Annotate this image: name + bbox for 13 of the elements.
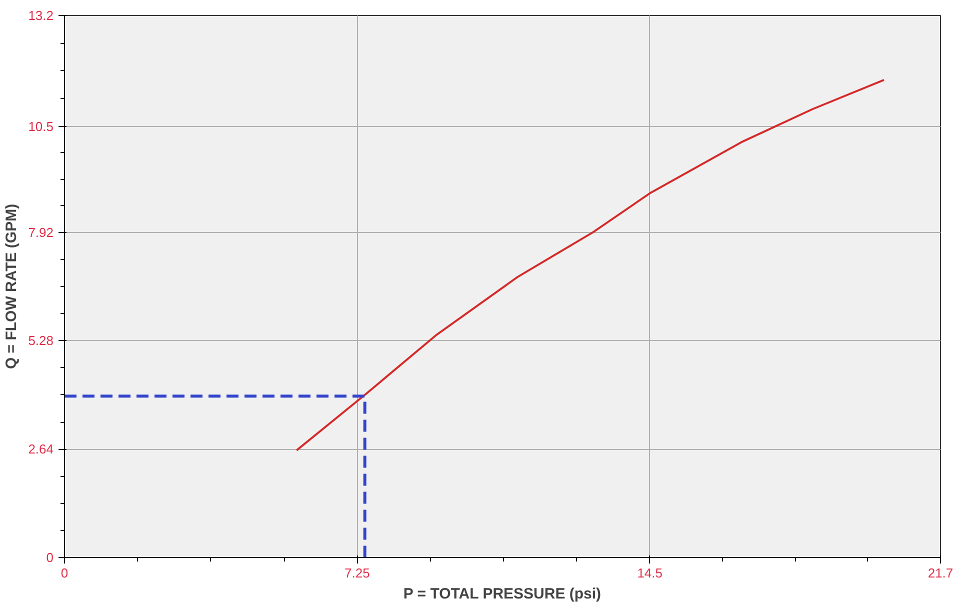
x-axis-title: P = TOTAL PRESSURE (psi) [403,586,602,602]
y-axis-title: Q = FLOW RATE (GPM) [3,204,20,370]
x-tick-label: 14.5 [637,566,663,580]
line-series [296,78,885,452]
x-tick-label: 7.25 [344,566,370,580]
y-tick-label: 2.64 [28,442,54,457]
y-tick-label: 7.92 [28,224,54,240]
y-tick-label: 5.28 [28,333,54,348]
x-tick-label: 0 [60,566,68,580]
y-tick-label: 13.2 [28,8,54,23]
x-tick-label: 21.7 [928,566,954,580]
y-tick-label: 0 [46,550,54,565]
y-tick-label: 10.5 [28,118,54,134]
